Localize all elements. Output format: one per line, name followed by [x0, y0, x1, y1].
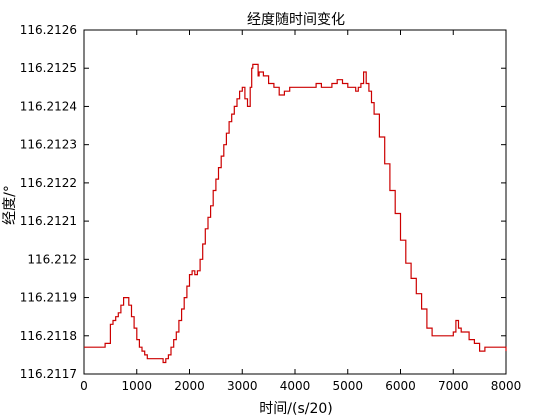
y-axis-label: 经度/°	[2, 185, 18, 225]
x-axis-label: 时间/(s/20)	[259, 401, 332, 417]
series-line	[84, 63, 507, 364]
plot-frame	[83, 29, 507, 375]
y-tick-label: 116.2124	[20, 99, 77, 113]
y-tick-label: 116.212	[27, 252, 77, 266]
y-tick-label: 116.2119	[20, 291, 77, 305]
x-tick-label: 7000	[438, 379, 469, 393]
chart-title: 经度随时间变化	[247, 12, 345, 28]
x-tick-label: 3000	[227, 379, 258, 393]
x-tick-label: 8000	[491, 379, 522, 393]
x-tick-label: 6000	[385, 379, 416, 393]
y-tick-label: 116.2117	[20, 367, 77, 381]
x-tick-label: 4000	[280, 379, 311, 393]
x-tick-label: 5000	[332, 379, 363, 393]
y-tick-label: 116.2118	[20, 329, 77, 343]
x-tick-label: 0	[80, 379, 88, 393]
y-tick-label: 116.2122	[20, 176, 77, 190]
y-tick-label: 116.2125	[20, 61, 77, 75]
x-tick-label: 2000	[174, 379, 205, 393]
x-tick-label: 1000	[121, 379, 152, 393]
y-tick-label: 116.2121	[20, 214, 77, 228]
y-tick-label: 116.2126	[20, 23, 77, 37]
y-tick-label: 116.2123	[20, 138, 77, 152]
ticks-layer: 0 1000 2000 3000 4000 5000 6000 7000 8000 116.211…	[20, 23, 522, 393]
